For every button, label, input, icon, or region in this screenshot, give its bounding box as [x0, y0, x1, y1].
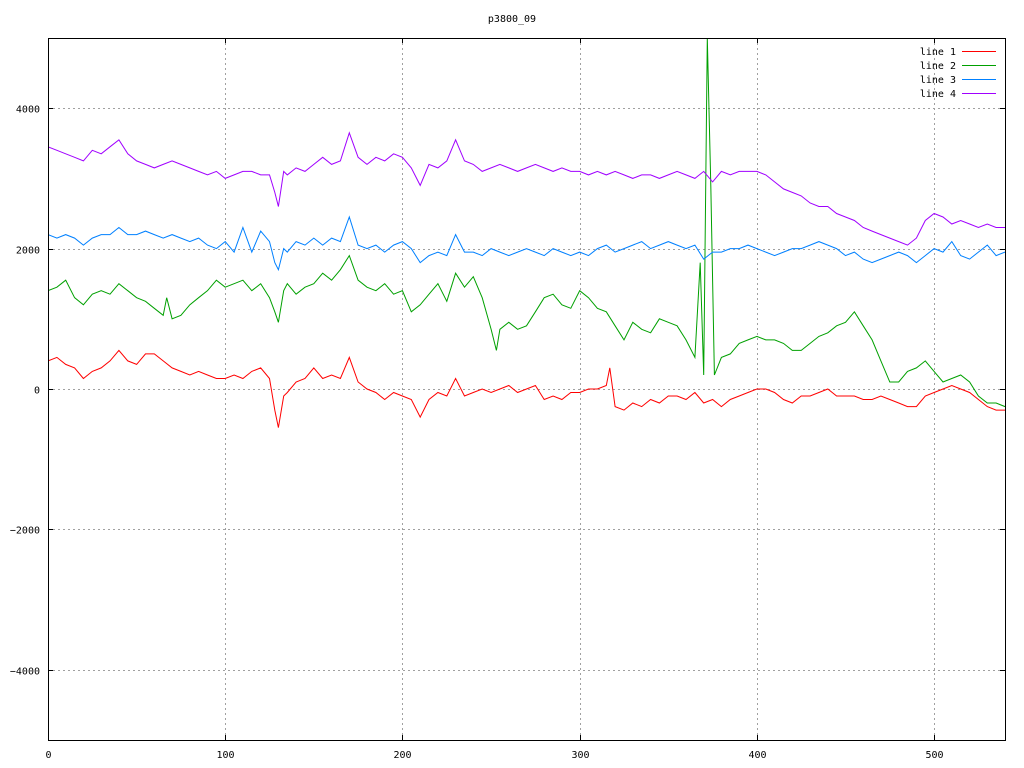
- legend-label-4: line 4: [920, 89, 956, 100]
- x-tick-label: 400: [748, 750, 766, 761]
- legend-label-2: line 2: [920, 61, 956, 72]
- series-line-4: [48, 131, 1005, 246]
- plot-frame: [48, 38, 1006, 741]
- y-tick-label: 4000: [16, 105, 40, 116]
- y-tick-label: −4000: [10, 667, 40, 678]
- x-axis: 0 100 200 300 400 500: [45, 38, 944, 761]
- x-tick-label: 300: [571, 750, 589, 761]
- y-tick-label: 2000: [16, 246, 40, 257]
- series-line-2: [48, 38, 1005, 408]
- x-tick-label: 500: [925, 750, 943, 761]
- series-layer: [48, 38, 1005, 428]
- legend-label-1: line 1: [920, 47, 956, 58]
- series-line-1: [48, 349, 1005, 428]
- y-tick-label: −2000: [10, 526, 40, 537]
- x-tick-label: 0: [45, 750, 51, 761]
- series-line-3: [48, 215, 1005, 272]
- x-tick-label: 100: [216, 750, 234, 761]
- legend-label-3: line 3: [920, 75, 956, 86]
- grid-lines: [48, 38, 1005, 740]
- y-tick-label: 0: [34, 386, 40, 397]
- x-tick-label: 200: [393, 750, 411, 761]
- legend: line 1 line 2 line 3 line 4: [920, 47, 996, 100]
- y-axis: −4000 −2000 0 2000 4000: [10, 105, 1005, 678]
- chart-title: p3800_09: [488, 14, 536, 25]
